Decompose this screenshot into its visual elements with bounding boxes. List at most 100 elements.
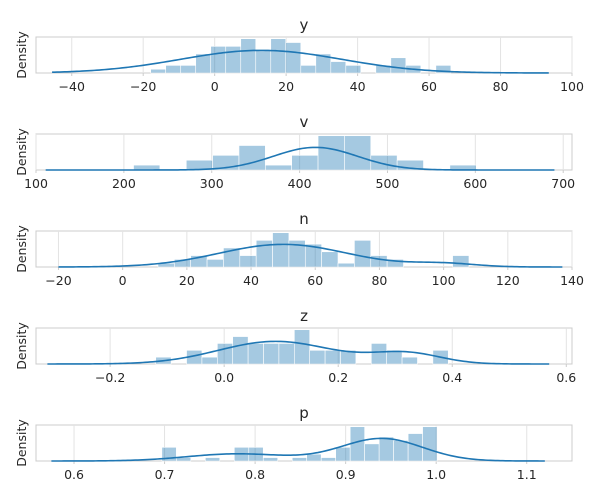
x-tick-label: 200 [112,176,136,191]
histogram-bar [396,159,424,171]
kde-curve [45,146,555,171]
histogram-bar [321,251,339,268]
x-tick-label: 400 [288,176,312,191]
histogram-bar [386,259,404,268]
x-tick-label: −0.2 [95,370,125,385]
kde-curve [58,243,563,268]
x-tick-label: 300 [200,176,224,191]
histogram-bar [291,457,308,462]
histogram-bar [206,259,224,268]
x-tick-label: 0.6 [556,370,576,385]
histogram-bar [364,443,380,462]
histogram-bar [309,349,326,365]
x-tick-label: −40 [59,79,85,94]
x-tick-label: 0.8 [245,467,265,482]
x-tick-label: 80 [371,273,387,288]
x-tick-label: 120 [496,273,520,288]
x-tick-label: 140 [560,273,584,288]
histogram-bar [370,155,398,171]
plot-area [35,424,573,462]
histogram-bar [210,46,227,74]
subplot-p: 0.6 0.7 0.8 0.9 1.0 1.1 p Density [14,404,573,482]
histogram-bar [378,436,394,462]
x-tick-label: 0 [211,79,219,94]
x-tick-label: 60 [307,273,323,288]
histogram-bar [393,440,409,462]
histogram-bar [285,42,302,74]
x-tick-label: 600 [463,176,487,191]
x-tick-label: 1.1 [517,467,537,482]
x-tick-label: 0.7 [155,467,175,482]
x-tick-label: 0.2 [328,370,348,385]
histogram-bar [300,65,317,74]
histogram-bar [265,164,292,171]
plot-area [35,230,573,268]
y-axis-label: Density [14,419,29,467]
subplot-y: −40 −20 0 20 40 60 80 100 y Density [14,16,584,94]
x-tick-label: 700 [551,176,575,191]
x-tick-label: 0.9 [336,467,356,482]
y-axis-label: Density [14,128,29,176]
histogram-bar [320,457,336,462]
histogram-bar [324,349,341,365]
subplot-title: p [299,404,309,422]
histogram-bar [239,255,257,268]
histogram-bar [345,65,362,74]
histogram-bar [255,49,272,74]
x-tick-label: 0.4 [442,370,462,385]
subplot-n: −20 0 20 40 60 80 100 120 140 n Density [14,210,584,288]
histogram-bar [247,343,264,365]
histogram-bar [263,343,280,365]
histogram-bar [291,155,319,171]
x-tick-label: 20 [179,273,195,288]
kde-curve [52,49,549,74]
x-tick-label: 100 [24,176,48,191]
x-tick-label: −20 [130,79,156,94]
histogram-bar [354,240,372,268]
y-axis-label: Density [14,322,29,370]
subplot-title: n [299,210,309,228]
kde-curve [47,340,550,365]
histogram-bar [306,453,322,462]
x-tick-label: 100 [432,273,456,288]
histogram-bar [422,426,438,462]
histogram-bar [278,343,295,365]
histogram-bar [238,145,266,171]
subplot-v: 100 200 300 400 500 600 700 v Density [14,113,575,191]
subplot-title: z [300,307,308,325]
histogram-bar [201,356,218,365]
x-tick-label: 40 [350,79,366,94]
histogram-bar [240,38,257,74]
histogram-bar [225,46,242,74]
subplot-z: −0.2 0.0 0.2 0.4 0.6 z Density [14,307,576,385]
histogram-bar [370,343,387,365]
x-tick-label: 0.0 [214,370,234,385]
histogram-bar [330,61,347,74]
histogram-bar [335,446,351,462]
kde-curve [51,437,545,462]
histogram-bar [180,65,197,74]
histogram-bar [435,65,452,74]
histogram-bar [270,38,287,74]
x-tick-label: 60 [421,79,437,94]
x-tick-label: 80 [493,79,509,94]
y-axis-label: Density [14,31,29,79]
histogram-bar [150,68,167,74]
histogram-bar [205,457,221,462]
histogram-bar [232,336,249,365]
histogram-bar [452,255,470,268]
histogram-bar [401,356,418,365]
subplot-title: v [300,113,309,131]
x-tick-label: 100 [560,79,584,94]
histogram-bar [217,343,234,365]
x-tick-label: 1.0 [426,467,446,482]
subplot-title: y [300,16,309,34]
x-tick-label: 500 [376,176,400,191]
histogram-bar [370,255,388,268]
histogram-bar [337,262,355,268]
x-tick-label: 20 [278,79,294,94]
x-tick-label: 0.6 [64,467,84,482]
histogram-bar [165,65,182,74]
histogram-bar [390,57,407,74]
